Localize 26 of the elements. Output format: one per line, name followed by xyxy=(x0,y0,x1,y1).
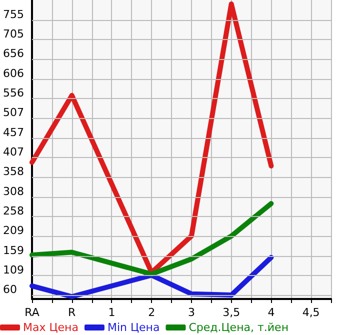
y-tick-label: 60 xyxy=(3,283,17,296)
x-tick-label: 2 xyxy=(148,306,156,319)
y-tick-label: 258 xyxy=(3,204,24,218)
y-tick-label: 705 xyxy=(3,28,24,41)
x-tick-label: 3 xyxy=(188,306,195,319)
legend-label: Min Цена xyxy=(107,321,160,334)
x-tick-label: 1 xyxy=(108,306,116,319)
x-tick-label: 4,5 xyxy=(302,306,320,319)
y-tick-label: 308 xyxy=(3,184,24,198)
x-tick-label: RA xyxy=(24,306,40,319)
y-tick-label: 656 xyxy=(3,47,24,60)
x-tick-label: 4 xyxy=(268,306,275,319)
y-tick-label: 556 xyxy=(3,86,24,100)
y-tick-label: 209 xyxy=(3,224,24,238)
legend-label: Сред.Цена, т.йен xyxy=(188,321,289,334)
y-tick-label: 755 xyxy=(3,8,24,21)
y-tick-label: 457 xyxy=(3,126,24,139)
y-tick-label: 507 xyxy=(3,106,24,120)
y-tick-label: 358 xyxy=(3,165,24,178)
y-tick-label: 159 xyxy=(3,244,24,257)
y-tick-label: 109 xyxy=(3,264,24,277)
y-tick-label: 407 xyxy=(3,146,24,159)
x-tick-label: 3,5 xyxy=(222,306,240,319)
x-tick-label: R xyxy=(68,306,76,319)
legend-label: Max Цена xyxy=(23,321,78,334)
y-tick-label: 606 xyxy=(3,66,24,80)
